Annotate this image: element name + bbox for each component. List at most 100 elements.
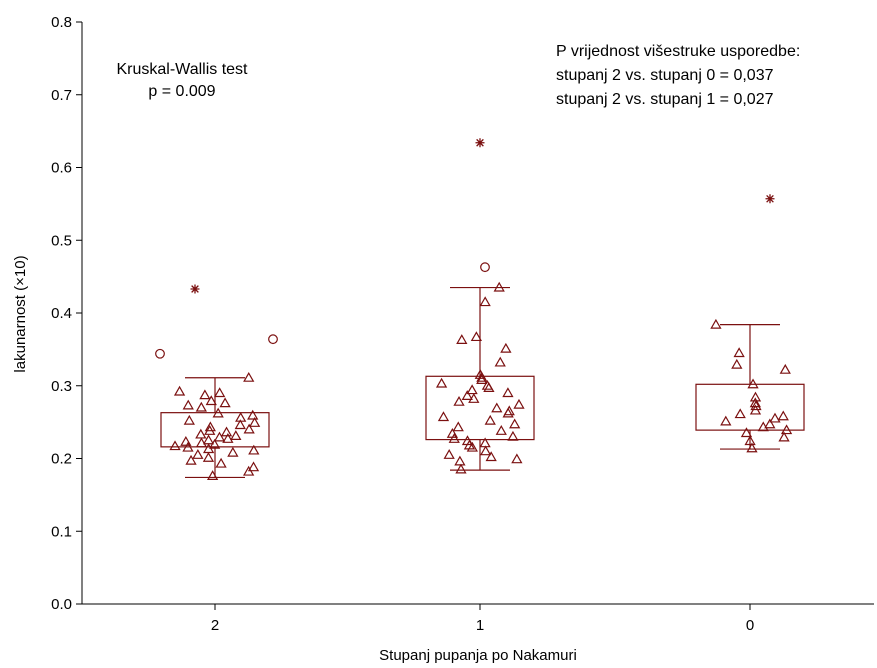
data-point	[213, 431, 226, 442]
data-point	[248, 417, 261, 427]
y-tick-label: 0.8	[51, 14, 72, 31]
data-point	[437, 411, 450, 422]
data-point	[466, 384, 478, 395]
data-point	[731, 358, 743, 369]
data-point	[435, 377, 448, 388]
x-ticks: 2 1 0	[211, 604, 754, 634]
data-point	[195, 437, 208, 448]
data-point	[507, 430, 519, 441]
y-axis-title: lakunarnost (×10)	[12, 255, 29, 372]
data-point	[493, 281, 505, 292]
comparison-2-vs-0: stupanj 2 vs. stupanj 0 = 0,037	[556, 67, 774, 84]
data-point	[777, 410, 789, 421]
data-point	[199, 389, 211, 400]
data-point	[491, 402, 503, 413]
data-point	[195, 428, 207, 439]
outlier-point	[268, 334, 278, 345]
box-group-1	[425, 138, 535, 474]
extreme-point	[475, 138, 485, 148]
data-point	[222, 433, 234, 443]
data-point	[470, 331, 483, 342]
data-point	[733, 347, 745, 358]
data-point	[185, 454, 197, 465]
data-point	[511, 453, 523, 464]
box-group-2	[155, 284, 278, 481]
y-ticks: 0.0 0.1 0.2 0.3 0.4 0.5 0.6 0.7 0.8	[51, 14, 82, 613]
box-groups	[155, 138, 805, 481]
y-tick-label: 0.5	[51, 232, 72, 249]
data-point	[182, 399, 194, 410]
data-point	[454, 455, 466, 466]
data-point	[247, 409, 259, 420]
data-point	[205, 395, 217, 406]
data-point	[476, 374, 488, 384]
data-point	[710, 318, 722, 329]
data-point	[513, 398, 525, 409]
data-point	[206, 470, 219, 481]
data-point	[230, 430, 242, 440]
data-point	[195, 401, 207, 412]
multiple-comparison-title: P vrijednost višestruke usporedbe:	[556, 43, 800, 60]
data-point	[183, 414, 195, 425]
data-point	[192, 449, 204, 459]
data-point	[778, 431, 790, 442]
data-point	[495, 425, 507, 435]
data-point	[746, 442, 758, 453]
x-tick-label: 1	[476, 617, 484, 634]
data-point	[734, 408, 746, 419]
y-tick-label: 0.7	[51, 87, 72, 104]
data-point	[248, 444, 260, 455]
data-point	[243, 371, 255, 382]
y-tick-label: 0.6	[51, 160, 72, 177]
data-point	[502, 387, 514, 398]
data-point	[750, 400, 762, 411]
data-point	[479, 296, 491, 307]
extreme-point	[765, 194, 775, 204]
data-point	[169, 440, 181, 451]
data-point	[780, 424, 793, 435]
data-point	[214, 387, 226, 398]
y-tick-label: 0.4	[51, 305, 72, 322]
data-point	[243, 423, 255, 434]
y-tick-label: 0.2	[51, 451, 72, 468]
y-tick-label: 0.1	[51, 523, 72, 540]
data-point	[443, 449, 455, 459]
data-point	[747, 378, 759, 389]
data-point	[455, 463, 467, 474]
data-point	[448, 433, 460, 443]
data-point	[468, 393, 480, 403]
data-point	[219, 397, 231, 408]
data-point	[453, 395, 465, 406]
x-tick-label: 2	[211, 617, 219, 634]
data-point	[243, 465, 255, 476]
data-point	[204, 425, 216, 435]
y-tick-label: 0.0	[51, 596, 72, 613]
data-point	[202, 451, 215, 462]
data-point	[208, 438, 221, 449]
data-point	[779, 363, 791, 374]
data-point	[173, 385, 186, 396]
data-point	[215, 457, 227, 468]
extreme-point	[190, 284, 200, 294]
data-point	[180, 435, 192, 446]
data-point	[479, 445, 492, 456]
data-point	[769, 412, 781, 423]
data-point	[456, 334, 468, 344]
data-point	[247, 461, 260, 472]
x-tick-label: 0	[746, 617, 754, 634]
data-point	[212, 407, 224, 418]
kruskal-wallis-label: Kruskal-Wallis test	[117, 61, 249, 78]
data-point	[502, 407, 514, 418]
outlier-point	[480, 262, 490, 273]
data-point	[234, 419, 246, 430]
data-point	[509, 418, 521, 429]
data-point	[220, 426, 233, 437]
data-point	[452, 421, 464, 432]
data-point	[720, 415, 732, 426]
box-group-0	[695, 194, 805, 453]
axes	[81, 22, 874, 605]
data-point	[749, 391, 762, 402]
data-point	[749, 404, 762, 415]
data-point	[764, 418, 776, 429]
